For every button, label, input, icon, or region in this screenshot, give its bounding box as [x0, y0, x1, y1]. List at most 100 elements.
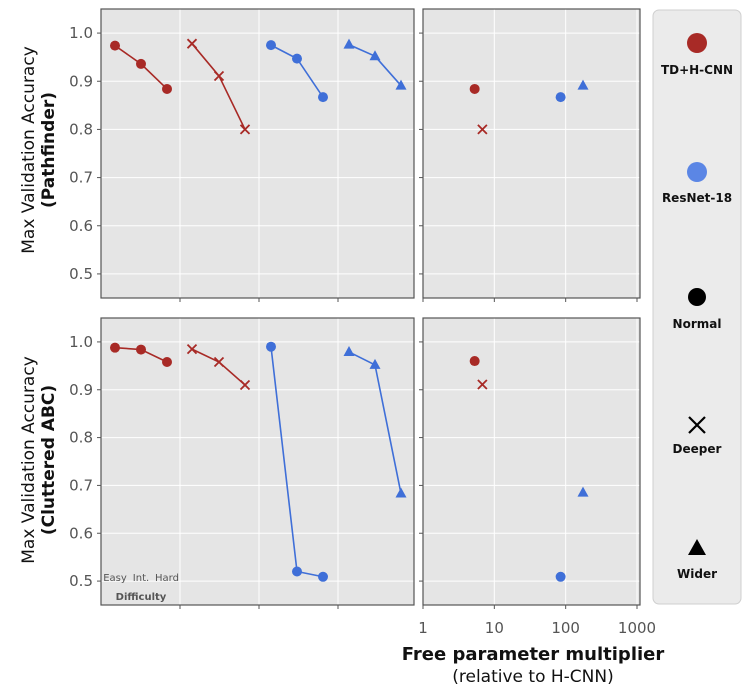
- data-point: [266, 341, 276, 352]
- data-point: [239, 379, 251, 391]
- data-point: [555, 92, 566, 103]
- panel-border: [422, 317, 641, 606]
- parameter-panel-pathfinder: [419, 8, 641, 302]
- data-point: [266, 40, 276, 51]
- y-axis-label-bottom: Max Validation Accuracy: [19, 356, 39, 564]
- series-cluttered_abc-1: [186, 343, 251, 391]
- series-cluttered_abc-3: [343, 345, 407, 498]
- legend-label: Wider: [677, 567, 717, 581]
- difficulty-tick-label: Hard: [155, 573, 179, 584]
- series-pathfinder-1: [186, 38, 251, 135]
- y-tick-label: 0.5: [69, 265, 93, 283]
- y-tick-label: 0.9: [69, 381, 93, 399]
- data-point: [577, 79, 589, 90]
- legend: TD+H-CNN ResNet-18 Normal Deeper Wider: [661, 33, 733, 581]
- x-tick-label: 10: [485, 619, 504, 637]
- data-point: [239, 124, 251, 135]
- data-point: [136, 344, 146, 355]
- y-axis-label-top: Max Validation Accuracy: [19, 46, 39, 254]
- data-point: [318, 92, 328, 103]
- legend-marker: [688, 288, 706, 306]
- data-point: [213, 356, 225, 368]
- y-tick-label: 1.0: [69, 333, 93, 351]
- data-point: [110, 342, 120, 353]
- data-point: [186, 343, 198, 355]
- data-point: [162, 357, 172, 368]
- data-point: [477, 124, 488, 135]
- data-point: [343, 345, 355, 356]
- legend-item-deeper: Deeper: [673, 416, 722, 456]
- y-tick-label: 0.9: [69, 72, 93, 90]
- difficulty-axis: Easy Int. Hard Difficulty: [103, 573, 179, 603]
- panel-border: [422, 8, 641, 299]
- difficulty-tick-label: Easy: [103, 573, 127, 584]
- difficulty-label: Difficulty: [116, 592, 167, 603]
- panel-background: [423, 318, 640, 605]
- parameter-panel-cluttered_abc: 1 10 100 1000: [418, 317, 656, 637]
- x-axis-label: Free parameter multiplier: [402, 644, 665, 665]
- data-point: [186, 38, 198, 49]
- y-tick-label: 0.8: [69, 120, 93, 138]
- y-tick-label: 1.0: [69, 24, 93, 42]
- panel-border: [100, 317, 415, 606]
- legend-item-resnet-18: ResNet-18: [662, 162, 732, 205]
- legend-label: Deeper: [673, 442, 722, 456]
- y-tick-label: 0.6: [69, 524, 93, 542]
- legend-label: TD+H-CNN: [661, 63, 733, 77]
- data-point: [318, 571, 328, 582]
- legend-marker: [687, 162, 707, 182]
- panel-border: [100, 8, 415, 299]
- panel-background: [423, 9, 640, 298]
- data-point: [369, 50, 381, 61]
- row-label-cluttered-abc: (Cluttered ABC): [39, 385, 59, 535]
- legend-item-td-h-cnn: TD+H-CNN: [661, 33, 733, 77]
- data-point: [577, 486, 589, 497]
- x-axis-sublabel: (relative to H-CNN): [452, 667, 613, 685]
- data-point: [136, 58, 146, 69]
- data-point: [292, 53, 302, 64]
- y-axis-label-top-group: Max Validation Accuracy (Pathfinder): [19, 46, 59, 254]
- y-tick-label: 0.6: [69, 217, 93, 235]
- x-tick-label: 1: [418, 619, 428, 637]
- series-pathfinder-3: [343, 38, 407, 90]
- data-point: [469, 356, 480, 367]
- series-pathfinder-0: [110, 40, 172, 94]
- legend-panel: [652, 9, 742, 605]
- legend-marker: [687, 33, 707, 53]
- legend-marker: [688, 416, 706, 434]
- y-axis-label-bottom-group: Max Validation Accuracy (Cluttered ABC): [19, 356, 59, 564]
- series-cluttered_abc-2: [266, 341, 328, 582]
- y-tick-label: 0.5: [69, 572, 93, 590]
- legend-label: Normal: [673, 317, 722, 331]
- legend-item-normal: Normal: [673, 288, 722, 331]
- data-point: [369, 358, 381, 369]
- y-tick-label: 0.7: [69, 476, 93, 494]
- data-point: [343, 38, 355, 49]
- panel-background: [101, 318, 414, 605]
- x-tick-label: 1000: [618, 619, 656, 637]
- panels: 0.5 0.6 0.7 0.8 0.9 1.0 0.5 0.6 0.7 0.8 0.9 1.0 Easy…: [69, 8, 656, 637]
- data-point: [469, 83, 480, 94]
- panel-background: [101, 9, 414, 298]
- data-point: [477, 379, 488, 390]
- legend-marker: [688, 539, 706, 555]
- difficulty-panel-pathfinder: 0.5 0.6 0.7 0.8 0.9 1.0: [69, 8, 415, 302]
- data-point: [395, 79, 407, 90]
- data-point: [395, 487, 407, 498]
- series-cluttered_abc-0: [110, 342, 172, 368]
- data-point: [162, 83, 172, 94]
- difficulty-panel-cluttered_abc: 0.5 0.6 0.7 0.8 0.9 1.0 Easy Int. Hard Difficulty: [69, 317, 415, 609]
- data-point: [110, 40, 120, 51]
- legend-label: ResNet-18: [662, 191, 732, 205]
- row-label-pathfinder: (Pathfinder): [39, 92, 59, 208]
- data-point: [555, 571, 566, 582]
- data-point: [292, 566, 302, 577]
- difficulty-tick-label: Int.: [133, 573, 149, 584]
- x-tick-label: 100: [551, 619, 580, 637]
- series-pathfinder-2: [266, 40, 328, 103]
- y-tick-label: 0.8: [69, 429, 93, 447]
- y-tick-label: 0.7: [69, 169, 93, 187]
- data-point: [213, 70, 225, 82]
- legend-item-wider: Wider: [677, 539, 717, 581]
